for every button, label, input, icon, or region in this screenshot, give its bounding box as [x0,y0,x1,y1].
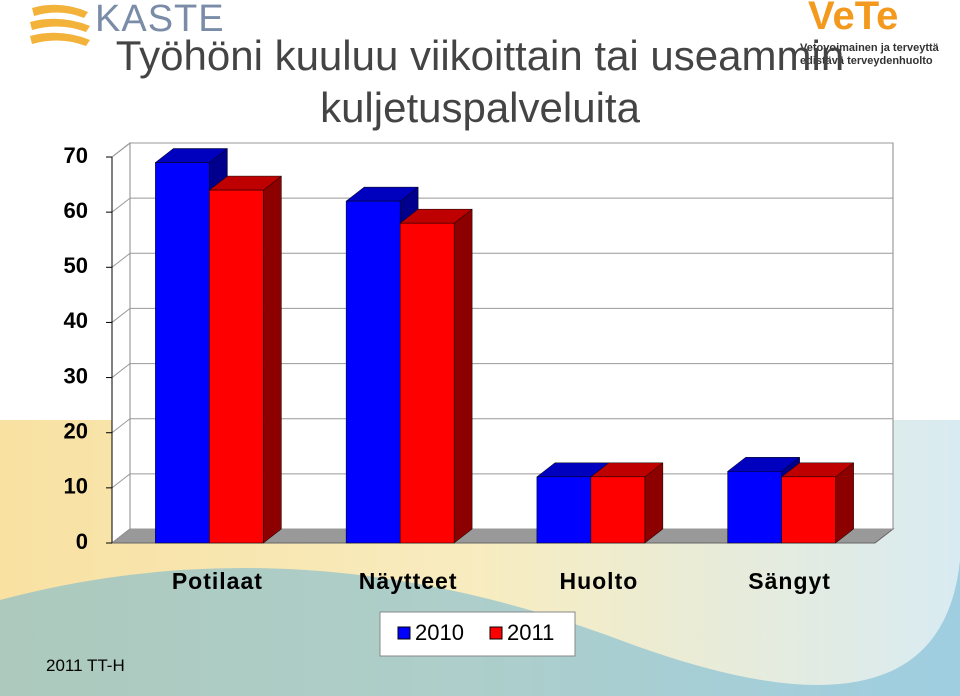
bar-side [263,175,282,544]
x-tick-label: Näytteet [359,568,458,594]
grid-line [111,473,131,489]
grid-line [111,418,131,434]
x-tick-label: Huolto [559,568,638,594]
kaste-logo-mark [30,4,90,46]
vete-tagline: edistävä terveydenhuolto [800,55,933,67]
vete-tagline: Vetovoimainen ja terveyttä [800,42,939,54]
y-tick-label: 40 [64,308,88,333]
grid-line [111,363,131,378]
legend-box [379,611,576,657]
bar [345,200,401,544]
legend-label: 2010 [415,620,464,645]
legend-label: 2011 [507,620,554,645]
grid-line [111,252,131,268]
y-tick-label: 10 [64,474,88,499]
grid-line [111,528,131,544]
chart-title: Työhöni kuuluu viikoittain tai useammin … [115,32,845,131]
legend-swatch [397,626,411,640]
y-tick-label: 60 [64,198,88,223]
kaste-logo: KASTE [95,0,225,40]
vete-logo: VeTe [808,0,899,38]
grid-line [111,142,131,158]
y-tick-label: 20 [64,419,88,444]
bar [155,162,210,544]
side-wall [111,141,131,545]
bar [590,476,646,544]
bar [209,189,264,544]
bar [399,222,455,544]
x-tick-label: Potilaat [172,568,263,594]
legend-swatch [489,626,503,640]
bar [781,476,836,544]
y-tick-label: 0 [76,529,88,554]
bar [536,476,592,544]
bar [727,471,782,544]
grid-line [111,197,131,213]
x-tick-label: Sängyt [748,568,831,594]
y-tick-label: 30 [64,363,88,388]
y-tick-label: 70 [64,143,88,168]
y-tick-label: 50 [64,253,88,278]
footer: 2011 TT-H [46,656,125,675]
bar-side [453,208,473,544]
grid-line [111,308,131,323]
